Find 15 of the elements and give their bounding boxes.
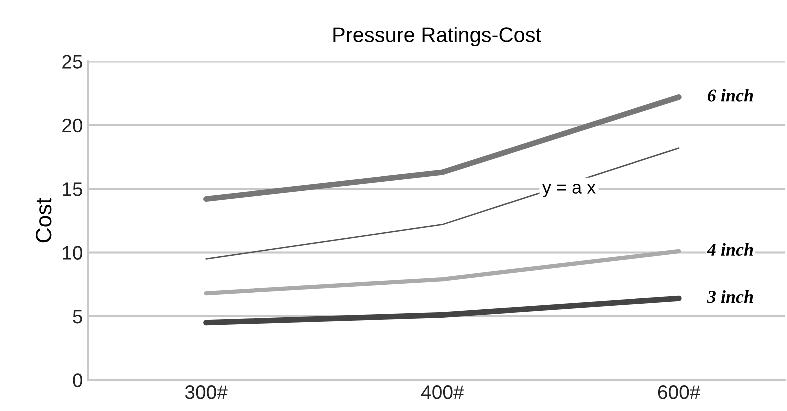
x-tick-label: 300# — [185, 386, 228, 400]
x-tick-label: 400# — [422, 386, 464, 400]
x-tick-label: 600# — [658, 386, 701, 400]
y-tick-label: 15 — [63, 182, 82, 196]
y-tick-label: 5 — [73, 310, 82, 324]
annotation: y = a x — [542, 184, 596, 198]
y-tick-label: 20 — [62, 118, 83, 133]
series-label: 3 inch — [707, 290, 754, 304]
y-tick-label: 0 — [73, 374, 83, 388]
y-tick-label: 10 — [63, 246, 83, 260]
series-label: 4 inch — [707, 243, 754, 256]
series-label: 6 inch — [708, 89, 754, 102]
y-axis-title: Cost — [36, 198, 52, 243]
chart-title: Pressure Ratings-Cost — [334, 27, 542, 47]
y-tick-label: 25 — [62, 55, 82, 69]
